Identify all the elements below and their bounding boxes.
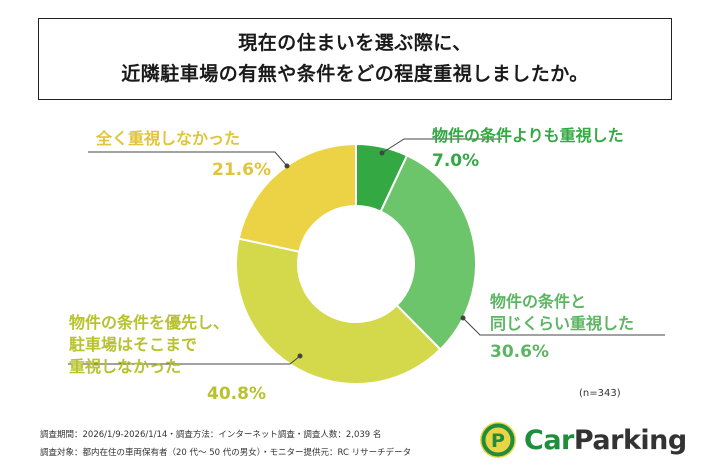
label-s3-pct: 40.8% — [207, 384, 266, 404]
label-s2-pct: 30.6% — [490, 342, 549, 362]
logo-car-text: Car — [524, 424, 574, 456]
label-s2: 物件の条件と 同じくらい重視した 30.6% — [490, 291, 634, 364]
footer-line-2: 調査対象：都内在住の車両保有者（20 代～ 50 代の男女）・モニター提供元：R… — [40, 448, 412, 458]
leader-dot-s3 — [297, 353, 303, 359]
logo-wordmark: CarParking — [524, 425, 687, 456]
label-s4-pct: 21.6% — [212, 160, 271, 180]
donut-slice-4 — [237, 142, 357, 253]
label-s3: 物件の条件を優先し、 駐車場はそこまで 重視しなかった 40.8% — [69, 312, 266, 406]
parking-p-icon: P — [480, 422, 516, 458]
logo-parking-text: Parking — [573, 424, 687, 456]
donut-slice-2 — [379, 154, 477, 351]
title-line-2: 近隣駐車場の有無や条件をどの程度重視しましたか。 — [121, 63, 589, 85]
title-line-1: 現在の住まいを選ぶ際に、 — [238, 32, 472, 54]
label-s3-text-2: 駐車場はそこまで — [69, 335, 198, 354]
leader-dot-s2 — [460, 315, 466, 321]
label-s1-pct: 7.0% — [432, 151, 480, 171]
title-box: 現在の住まいを選ぶ際に、 近隣駐車場の有無や条件をどの程度重視しましたか。 — [38, 18, 672, 100]
label-s3-text-1: 物件の条件を優先し、 — [69, 313, 230, 332]
label-s1: 物件の条件よりも重視した 7.0% — [432, 125, 624, 173]
footer-line-1: 調査期間：2026/1/9-2026/1/14・調査方法：インターネット調査・調… — [40, 430, 382, 440]
leader-line-s3 — [68, 355, 301, 365]
donut-slice-3 — [235, 237, 442, 385]
leader-line-s2 — [462, 317, 665, 336]
label-s2-text-2: 同じくらい重視した — [490, 314, 635, 333]
leader-dot-s4 — [284, 163, 290, 169]
label-s2-text-1: 物件の条件と — [490, 292, 587, 311]
label-s4-text: 全く重視しなかった — [96, 129, 241, 148]
sample-size-note: (n=343) — [579, 388, 621, 399]
logo-mark-letter: P — [491, 430, 505, 452]
label-s3-text-3: 重視しなかった — [69, 357, 182, 376]
label-s4: 全く重視しなかった 21.6% — [96, 128, 271, 182]
leader-dot-s1 — [379, 150, 385, 156]
leader-line-s1 — [381, 138, 502, 154]
label-s1-text: 物件の条件よりも重視した — [432, 126, 624, 145]
leader-line-s4 — [88, 151, 288, 167]
carparking-logo: P CarParking — [478, 419, 687, 461]
